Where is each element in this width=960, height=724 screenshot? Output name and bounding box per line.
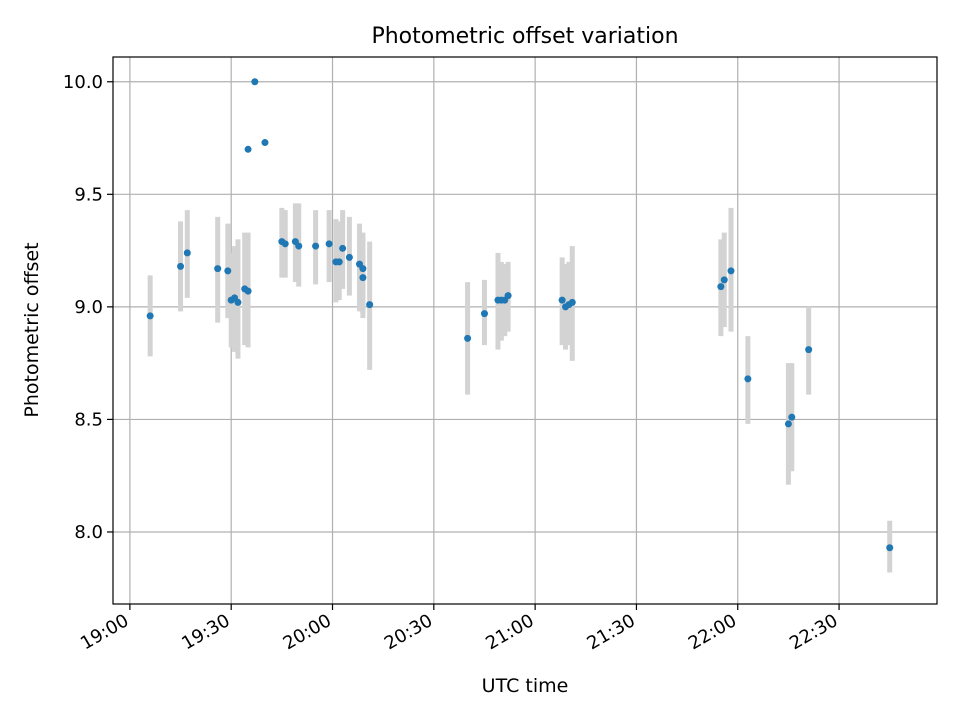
data-point — [312, 242, 320, 250]
data-point — [345, 253, 353, 261]
chart-title: Photometric offset variation — [371, 24, 678, 49]
data-point — [464, 334, 472, 342]
data-point — [335, 258, 343, 266]
data-point — [720, 276, 728, 284]
y-tick-label: 10.0 — [63, 72, 103, 93]
data-point — [295, 242, 303, 250]
data-point — [558, 296, 566, 304]
data-point — [805, 346, 813, 354]
x-tick-label: 22:30 — [786, 610, 841, 654]
x-tick-label: 21:00 — [482, 610, 537, 654]
y-axis-ticks: 8.0 8.5 9.0 9.5 10.0 — [63, 72, 113, 543]
data-points — [146, 78, 894, 552]
data-point — [359, 274, 367, 282]
data-point — [261, 139, 269, 147]
data-point — [183, 249, 191, 257]
x-tick-label: 20:00 — [280, 610, 335, 654]
data-point — [886, 544, 894, 552]
data-point — [480, 310, 488, 318]
data-point — [177, 262, 185, 270]
data-point — [244, 287, 252, 295]
y-tick-label: 8.5 — [74, 409, 103, 430]
data-point — [325, 240, 333, 248]
x-tick-label: 19:00 — [77, 610, 132, 654]
x-tick-label: 22:00 — [685, 610, 740, 654]
data-point — [784, 420, 792, 428]
data-point — [359, 265, 367, 273]
data-point — [727, 267, 735, 275]
data-point — [251, 78, 259, 86]
data-point — [281, 240, 289, 248]
data-point — [339, 244, 347, 252]
plot-frame — [112, 56, 938, 605]
data-point — [717, 283, 725, 291]
data-point — [214, 265, 222, 273]
x-axis-ticks: 19:00 19:30 20:00 20:30 21:00 21:30 22:00 22:30 — [77, 604, 842, 654]
x-axis-label: UTC time — [482, 675, 569, 697]
data-point — [568, 298, 576, 306]
data-point — [504, 292, 512, 300]
data-point — [234, 298, 242, 306]
y-axis-label: Photometric offset — [21, 242, 43, 417]
data-point — [788, 413, 796, 421]
data-point — [146, 312, 154, 320]
x-tick-label: 20:30 — [381, 610, 436, 654]
x-tick-label: 21:30 — [584, 610, 639, 654]
x-tick-label: 19:30 — [178, 610, 233, 654]
data-point — [244, 145, 252, 153]
data-point — [744, 375, 752, 383]
data-point — [224, 267, 232, 275]
data-point — [366, 301, 374, 309]
y-tick-label: 9.5 — [74, 184, 103, 205]
y-tick-label: 9.0 — [74, 297, 103, 318]
y-tick-label: 8.0 — [74, 522, 103, 543]
